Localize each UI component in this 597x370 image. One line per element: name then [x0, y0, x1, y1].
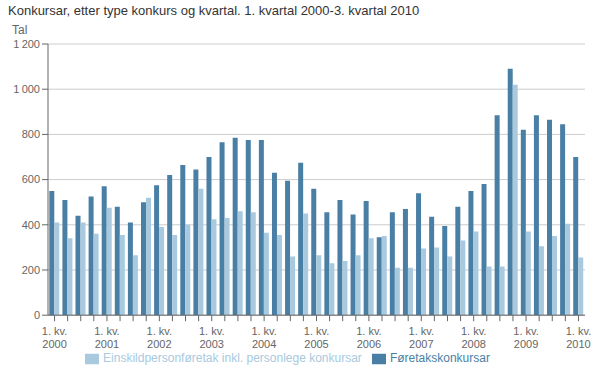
- svg-text:0: 0: [34, 309, 40, 321]
- html-text:Tal: Tal: [12, 23, 28, 37]
- svg-text:1 000: 1 000: [13, 83, 40, 95]
- html-text:Einskildpersonføretak inkl. pe: Einskildpersonføretak inkl. personlege k…: [103, 351, 362, 366]
- svg-text:1. kv.2001: 1. kv.2001: [94, 325, 119, 350]
- svg-text:1. kv.2006: 1. kv.2006: [356, 325, 381, 350]
- svg-text:200: 200: [22, 264, 40, 276]
- svg-text:1 200: 1 200: [13, 38, 40, 50]
- html-text:Føretakskonkursar: Føretakskonkursar: [389, 351, 490, 366]
- svg-text:1. kv.2005: 1. kv.2005: [304, 325, 329, 350]
- svg-text:1. kv.2010: 1. kv.2010: [566, 325, 589, 350]
- svg-text:600: 600: [22, 173, 40, 185]
- svg-text:1. kv.2000: 1. kv.2000: [42, 325, 67, 350]
- svg-text:1. kv.2008: 1. kv.2008: [461, 325, 486, 350]
- svg-text:1. kv.2007: 1. kv.2007: [409, 325, 434, 350]
- svg-text:1. kv.2009: 1. kv.2009: [513, 325, 538, 350]
- html-text:Konkursar, etter type konkurs: Konkursar, etter type konkurs og kvartal…: [8, 3, 420, 18]
- svg-text:400: 400: [22, 219, 40, 231]
- svg-text:1. kv.2003: 1. kv.2003: [199, 325, 224, 350]
- svg-text:1. kv.2002: 1. kv.2002: [147, 325, 172, 350]
- svg-text:800: 800: [22, 128, 40, 140]
- svg-text:1. kv.2004: 1. kv.2004: [251, 325, 276, 350]
